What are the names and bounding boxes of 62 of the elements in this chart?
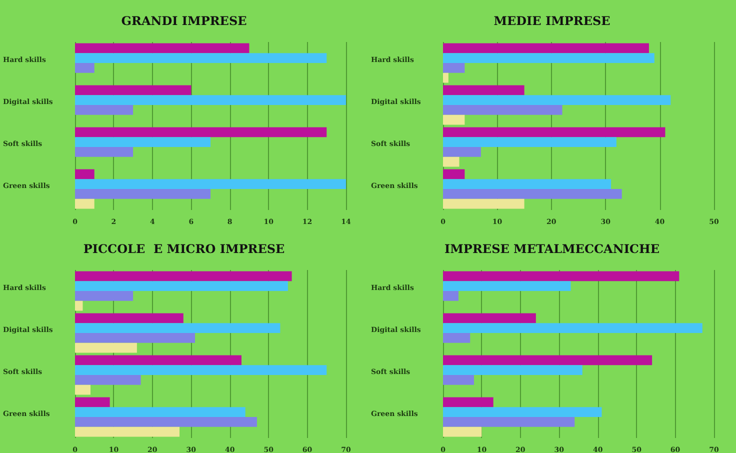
bar bbox=[75, 127, 327, 138]
bar bbox=[75, 85, 192, 96]
bar bbox=[75, 417, 257, 427]
bar bbox=[75, 198, 94, 209]
bar bbox=[75, 365, 327, 375]
bar bbox=[75, 271, 292, 282]
bar bbox=[443, 127, 666, 138]
bar bbox=[75, 105, 134, 115]
bar bbox=[75, 333, 196, 343]
bar bbox=[443, 156, 460, 167]
bar bbox=[75, 189, 210, 199]
bar bbox=[75, 147, 134, 157]
bar bbox=[75, 313, 184, 324]
bar bbox=[75, 169, 94, 180]
bar bbox=[75, 300, 83, 311]
bar bbox=[443, 169, 465, 180]
bar bbox=[443, 147, 481, 157]
chart-title: PICCOLE E MICRO IMPRESE bbox=[83, 242, 285, 256]
chart-title: GRANDI IMPRESE bbox=[121, 14, 247, 28]
bar bbox=[75, 397, 110, 408]
bar bbox=[443, 397, 494, 408]
bar bbox=[75, 342, 137, 353]
bar bbox=[75, 355, 242, 366]
bar bbox=[443, 417, 575, 427]
bar bbox=[75, 323, 280, 333]
bar bbox=[75, 426, 180, 437]
bar bbox=[443, 333, 470, 343]
bar bbox=[443, 313, 536, 324]
bar bbox=[75, 281, 288, 291]
bar bbox=[75, 95, 346, 105]
bar bbox=[443, 85, 524, 96]
bar bbox=[443, 95, 671, 105]
bar bbox=[443, 323, 702, 333]
bar bbox=[443, 198, 524, 209]
bar bbox=[443, 179, 612, 189]
bar bbox=[443, 426, 482, 437]
bar bbox=[443, 291, 458, 301]
chart-title: IMPRESE METALMECCANICHE bbox=[444, 242, 660, 256]
bar bbox=[443, 375, 474, 385]
bar bbox=[75, 375, 141, 385]
bar bbox=[75, 384, 90, 395]
bar bbox=[75, 63, 94, 73]
bar bbox=[75, 291, 134, 301]
bar bbox=[443, 407, 602, 417]
bar bbox=[443, 189, 622, 199]
bar bbox=[443, 355, 652, 366]
chart-title: MEDIE IMPRESE bbox=[494, 14, 610, 28]
bar bbox=[443, 72, 448, 83]
bar bbox=[443, 114, 465, 125]
bar bbox=[75, 53, 327, 63]
bar bbox=[443, 43, 649, 54]
bar bbox=[443, 137, 616, 147]
bar bbox=[443, 105, 562, 115]
bar bbox=[443, 271, 680, 282]
bar bbox=[443, 365, 582, 375]
bar bbox=[75, 407, 246, 417]
bar bbox=[75, 43, 250, 54]
bar bbox=[443, 53, 654, 63]
bar bbox=[443, 63, 465, 73]
bar bbox=[75, 179, 346, 189]
bar bbox=[75, 137, 210, 147]
bar bbox=[443, 281, 571, 291]
